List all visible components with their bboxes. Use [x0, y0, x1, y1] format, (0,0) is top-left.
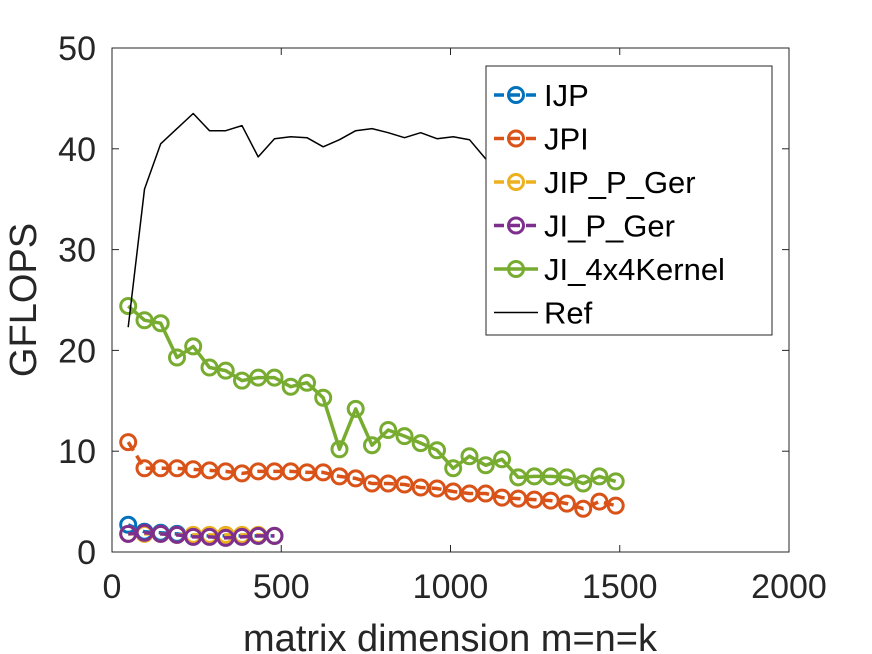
y-tick-label: 20: [58, 332, 96, 370]
data-point: [428, 479, 446, 498]
y-tick-label: 40: [58, 131, 96, 169]
data-point: [168, 348, 186, 367]
x-tick-label: 0: [103, 568, 122, 606]
data-point: [314, 463, 333, 482]
series-ji-p-ger: [119, 523, 284, 547]
y-tick-label: 10: [58, 433, 96, 471]
legend-entry: Ref: [494, 296, 593, 331]
data-point: [216, 462, 235, 481]
data-point: [428, 441, 446, 460]
data-point: [135, 311, 154, 330]
data-point: [119, 297, 138, 315]
legend-label: IJP: [544, 78, 589, 113]
x-tick-label: 500: [253, 568, 310, 606]
data-point: [151, 314, 170, 333]
legend-label: JI_4x4Kernel: [544, 252, 725, 287]
y-tick-label: 50: [58, 30, 96, 68]
legend-label: JPI: [544, 122, 589, 157]
data-point: [590, 467, 609, 486]
data-point: [379, 421, 398, 439]
data-point: [606, 472, 625, 491]
legend-entry: JPI: [494, 122, 589, 157]
data-point: [298, 373, 316, 392]
data-point: [476, 484, 495, 503]
data-point: [216, 361, 235, 380]
data-point: [395, 427, 414, 446]
series-jpi: [119, 433, 625, 518]
data-point: [460, 447, 479, 466]
data-point: [590, 492, 609, 511]
legend-marker: [507, 260, 525, 278]
data-point: [411, 434, 430, 453]
data-point: [281, 377, 300, 396]
data-point: [119, 433, 138, 452]
data-point: [184, 337, 203, 356]
legend-marker: [507, 129, 525, 148]
y-tick-label: 0: [77, 534, 96, 572]
series-line: [126, 441, 617, 511]
legend-entry: JI_4x4Kernel: [494, 252, 725, 287]
x-axis-label: matrix dimension m=n=k: [243, 618, 658, 654]
x-tick-label: 2000: [751, 568, 827, 606]
legend-marker: [507, 216, 525, 235]
data-point: [574, 474, 593, 493]
data-point: [233, 371, 251, 390]
data-point: [444, 459, 463, 478]
legend-box: [485, 65, 773, 336]
ticks-layer: 0 500 1000 1500 2000 0 10 20 30 40 50: [58, 30, 827, 606]
legend-entry: JI_P_Ger: [494, 209, 675, 244]
legend-marker: [507, 173, 525, 191]
data-point: [314, 388, 333, 407]
legend-label: JI_P_Ger: [544, 209, 675, 244]
series-line: [127, 304, 617, 486]
data-point: [493, 450, 511, 469]
data-point: [346, 469, 365, 488]
legend-label: Ref: [544, 296, 593, 331]
x-tick-label: 1000: [413, 568, 489, 606]
data-point: [200, 358, 219, 377]
legend-entry: JIP_P_Ger: [494, 165, 696, 200]
y-tick-label: 30: [58, 232, 96, 270]
data-point: [557, 468, 576, 487]
data-point: [574, 499, 593, 518]
data-point: [541, 491, 560, 510]
legend-marker: [507, 86, 525, 104]
legend: IJP JPI JIP_P_Ger JI_P_Ger JI_4x4Kernel Ref: [485, 65, 773, 336]
data-point: [363, 436, 381, 455]
data-point: [444, 482, 463, 501]
data-point: [606, 496, 625, 515]
data-point: [265, 368, 284, 387]
legend-entry: IJP: [494, 78, 589, 113]
data-point: [476, 456, 495, 475]
x-tick-label: 1500: [582, 568, 658, 606]
series-layer: [119, 112, 625, 547]
series-ji-4x4kernel: [119, 297, 625, 493]
data-point: [346, 399, 365, 418]
data-point: [265, 526, 284, 545]
data-point: [557, 494, 576, 513]
data-point: [395, 475, 414, 494]
data-point: [330, 440, 349, 459]
y-axis-label: GFLOPS: [3, 223, 45, 377]
legend-label: JIP_P_Ger: [544, 165, 696, 200]
